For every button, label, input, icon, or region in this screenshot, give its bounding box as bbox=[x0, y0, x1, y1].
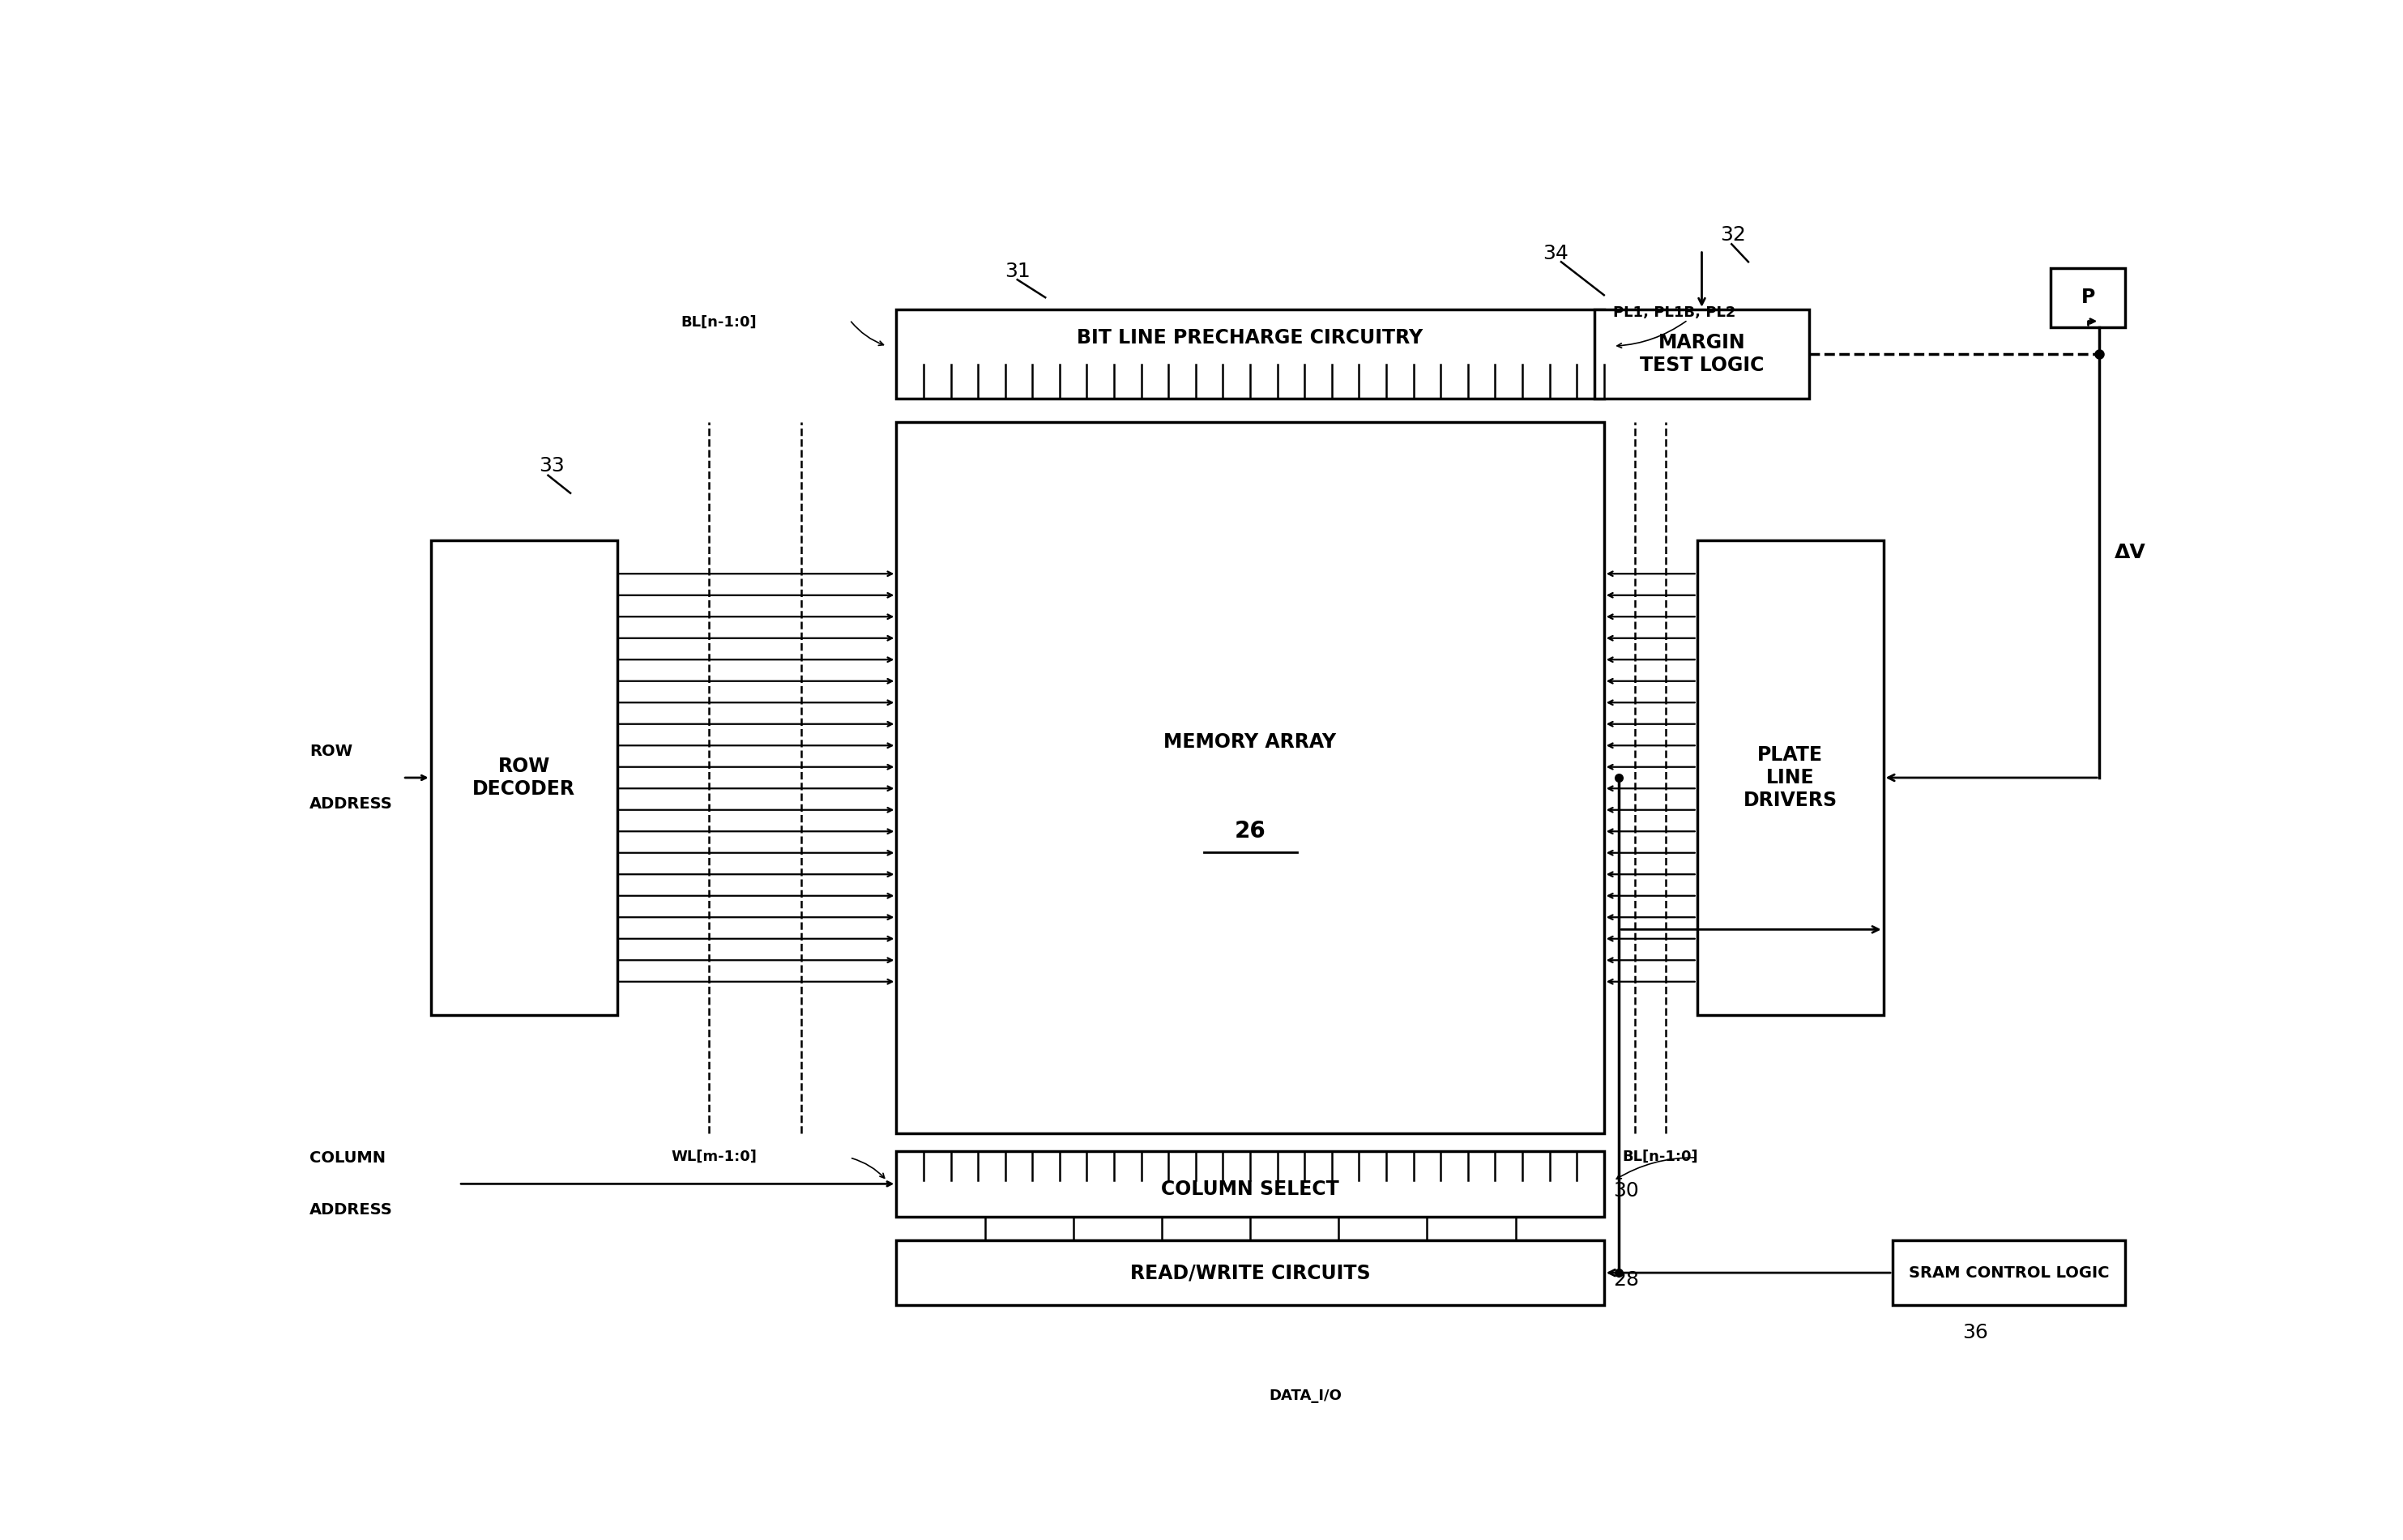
Text: COLUMN: COLUMN bbox=[310, 1150, 387, 1166]
Text: 31: 31 bbox=[1004, 262, 1031, 282]
Bar bbox=[1894, 1240, 2127, 1306]
Text: ROW: ROW bbox=[310, 744, 353, 759]
Bar bbox=[1596, 310, 1809, 399]
Text: P: P bbox=[2081, 288, 2095, 306]
Text: ADDRESS: ADDRESS bbox=[310, 1203, 394, 1218]
Bar bbox=[430, 541, 618, 1015]
Bar bbox=[896, 1152, 1605, 1217]
Text: SRAM CONTROL LOGIC: SRAM CONTROL LOGIC bbox=[1908, 1264, 2110, 1280]
Text: 30: 30 bbox=[1612, 1181, 1639, 1201]
Text: ΔV: ΔV bbox=[2115, 542, 2146, 562]
Text: ADDRESS: ADDRESS bbox=[310, 796, 394, 812]
Text: ROW
DECODER: ROW DECODER bbox=[473, 756, 574, 799]
Text: DATA_I/O: DATA_I/O bbox=[1269, 1389, 1341, 1403]
Text: MEMORY ARRAY: MEMORY ARRAY bbox=[1163, 733, 1336, 752]
Text: 33: 33 bbox=[538, 456, 565, 476]
Text: BL[n-1:0]: BL[n-1:0] bbox=[1622, 1149, 1699, 1164]
Text: 26: 26 bbox=[1235, 819, 1266, 842]
Text: 34: 34 bbox=[1543, 245, 1569, 263]
Text: PL1; PL1B; PL2: PL1; PL1B; PL2 bbox=[1612, 305, 1735, 320]
Bar bbox=[2050, 268, 2124, 326]
Text: MARGIN
TEST LOGIC: MARGIN TEST LOGIC bbox=[1639, 333, 1764, 374]
Bar bbox=[896, 422, 1605, 1133]
Bar bbox=[896, 310, 1605, 399]
Text: 28: 28 bbox=[1612, 1270, 1639, 1291]
Text: WL[m-1:0]: WL[m-1:0] bbox=[670, 1149, 757, 1164]
Text: 36: 36 bbox=[1963, 1323, 1987, 1343]
Text: 32: 32 bbox=[1721, 225, 1747, 245]
Text: BIT LINE PRECHARGE CIRCUITRY: BIT LINE PRECHARGE CIRCUITRY bbox=[1077, 328, 1423, 348]
Bar bbox=[896, 1240, 1605, 1306]
Text: READ/WRITE CIRCUITS: READ/WRITE CIRCUITS bbox=[1129, 1263, 1370, 1283]
Text: BL[n-1:0]: BL[n-1:0] bbox=[680, 314, 757, 330]
Text: PLATE
LINE
DRIVERS: PLATE LINE DRIVERS bbox=[1742, 745, 1838, 810]
Text: COLUMN SELECT: COLUMN SELECT bbox=[1161, 1180, 1338, 1198]
Bar bbox=[1697, 541, 1884, 1015]
